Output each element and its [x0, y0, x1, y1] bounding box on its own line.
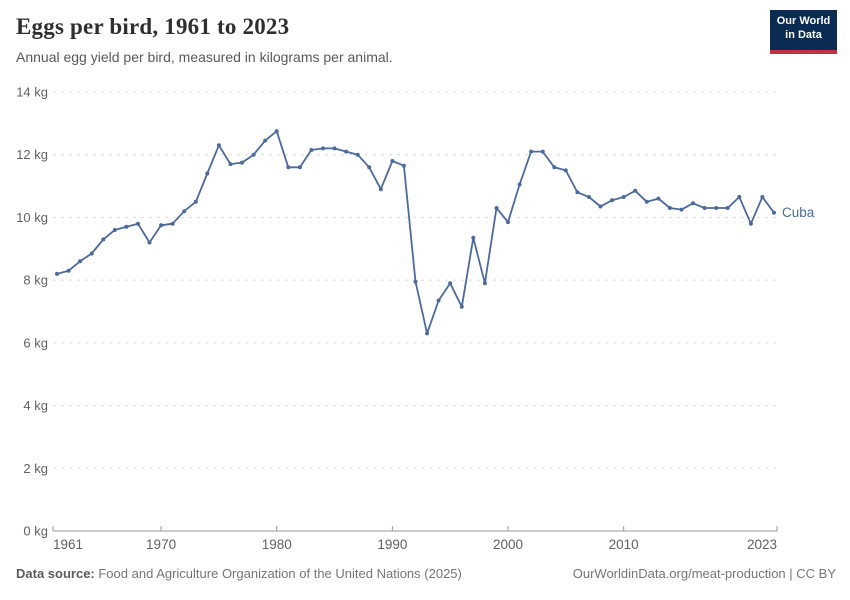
data-point	[506, 220, 510, 225]
data-point	[390, 159, 395, 163]
data-point	[748, 221, 753, 226]
data-point	[413, 279, 418, 284]
data-point	[321, 146, 325, 151]
data-point	[656, 196, 661, 201]
x-tick-label: 2023	[747, 537, 777, 552]
license-label: CC BY	[796, 566, 836, 581]
data-point	[147, 240, 152, 245]
x-tick-label: 1980	[262, 537, 292, 552]
data-point	[401, 163, 406, 168]
data-point	[205, 171, 210, 176]
data-source-label: Data source:	[16, 566, 95, 581]
data-point	[702, 206, 707, 210]
data-point	[309, 148, 314, 152]
data-point	[633, 188, 638, 193]
x-tick-label: 2010	[609, 537, 639, 552]
x-tick-label: 1961	[53, 537, 83, 552]
data-point	[667, 206, 672, 210]
data-point	[228, 162, 233, 167]
data-point	[679, 207, 684, 212]
data-point	[101, 237, 106, 242]
data-point	[251, 152, 256, 157]
data-point	[436, 298, 441, 303]
data-point	[459, 304, 464, 309]
x-tick-label: 1990	[377, 537, 407, 552]
data-point	[240, 160, 244, 165]
data-point	[425, 331, 430, 336]
x-tick-label: 2000	[493, 537, 523, 552]
data-point	[78, 259, 83, 264]
data-point	[737, 195, 742, 199]
y-tick-label: 2 kg	[23, 461, 48, 476]
data-point	[193, 199, 198, 204]
data-point	[563, 168, 568, 173]
data-point	[725, 206, 730, 210]
chart-header: Eggs per bird, 1961 to 2023 Annual egg y…	[0, 0, 850, 65]
data-point	[182, 209, 187, 214]
data-point	[772, 210, 776, 215]
chart-title: Eggs per bird, 1961 to 2023	[16, 14, 290, 39]
data-point	[170, 221, 175, 226]
credit-line: OurWorldinData.org/meat-production | CC …	[573, 566, 836, 581]
y-tick-label: 14 kg	[16, 85, 48, 100]
y-tick-label: 0 kg	[23, 524, 48, 539]
data-point	[216, 143, 221, 148]
data-point	[691, 201, 695, 206]
data-point	[263, 138, 268, 143]
y-tick-label: 6 kg	[23, 335, 48, 350]
series-end-label: Cuba	[782, 205, 815, 220]
y-tick-label: 12 kg	[16, 147, 48, 162]
y-tick-label: 4 kg	[23, 398, 48, 413]
data-point	[332, 146, 337, 151]
owid-url[interactable]: OurWorldinData.org/meat-production	[572, 566, 786, 581]
data-point	[286, 165, 291, 170]
data-point	[136, 221, 140, 226]
data-point	[344, 149, 349, 154]
data-point	[367, 165, 372, 170]
data-point	[598, 204, 603, 209]
data-point	[540, 149, 545, 154]
data-point	[124, 224, 129, 229]
data-point	[159, 223, 164, 228]
data-point	[610, 198, 615, 203]
data-point	[274, 129, 279, 134]
data-point	[644, 199, 649, 204]
y-tick-label: 8 kg	[23, 273, 48, 288]
data-point	[55, 271, 59, 276]
owid-logo-line1: Our World	[776, 15, 831, 27]
data-point	[448, 281, 453, 286]
data-point	[587, 195, 591, 199]
data-point	[89, 251, 94, 256]
owid-logo-line2: in Data	[785, 29, 822, 41]
data-point	[112, 228, 117, 232]
series-line[interactable]	[56, 130, 775, 335]
data-point	[575, 190, 580, 195]
chart-footer: Data source: Food and Agriculture Organi…	[16, 566, 836, 581]
data-source-text: Food and Agriculture Organization of the…	[94, 566, 462, 581]
data-point	[517, 182, 522, 187]
data-point	[760, 195, 765, 199]
data-point	[378, 187, 383, 192]
data-source: Data source: Food and Agriculture Organi…	[16, 566, 462, 581]
data-point	[494, 206, 499, 210]
x-tick-label: 1970	[146, 537, 176, 552]
owid-logo[interactable]: Our World in Data	[770, 10, 837, 54]
data-point	[482, 281, 487, 286]
data-point	[66, 268, 71, 273]
data-point	[552, 165, 557, 170]
data-point	[297, 165, 302, 170]
chart-subtitle: Annual egg yield per bird, measured in k…	[16, 49, 393, 65]
data-point	[714, 206, 719, 210]
data-point	[355, 152, 360, 157]
data-point	[471, 235, 476, 240]
data-point	[621, 195, 626, 199]
data-point	[529, 149, 534, 154]
y-tick-label: 10 kg	[16, 210, 48, 225]
credit-separator: |	[785, 566, 797, 581]
